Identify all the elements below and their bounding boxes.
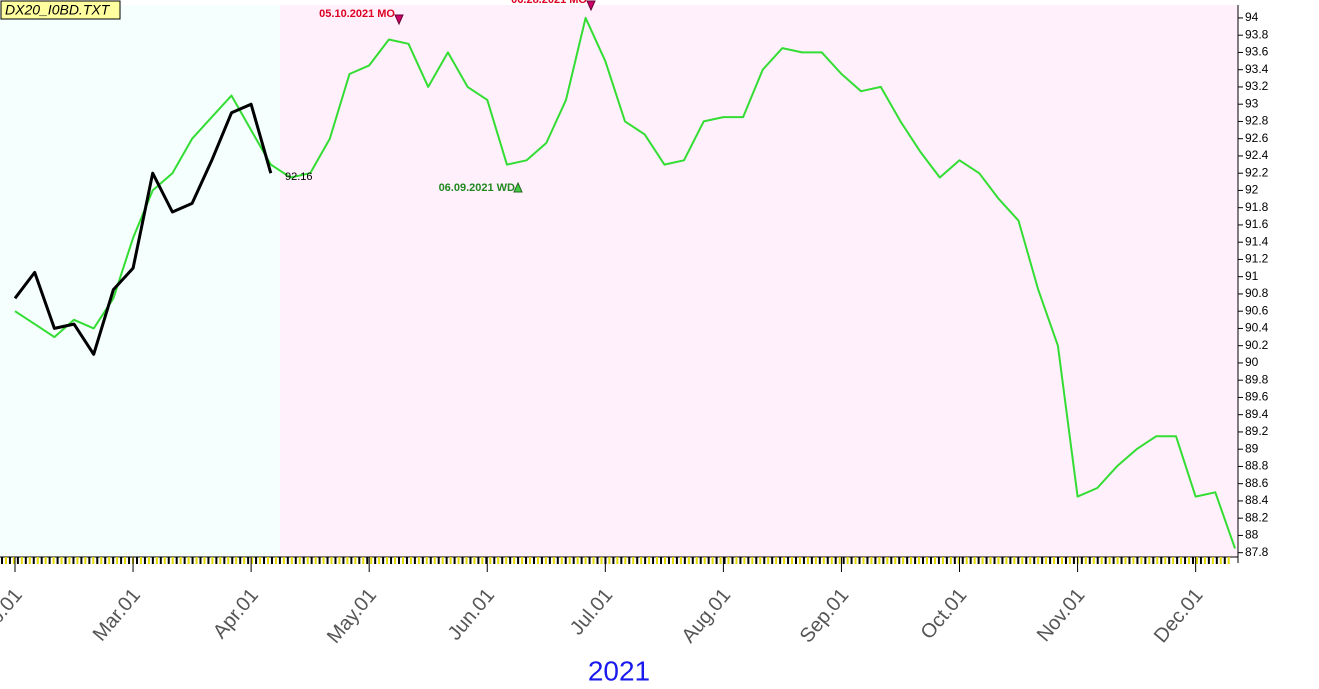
x-tick-label: Dec.01: [1150, 584, 1208, 647]
x-tick-label: Mar.01: [89, 584, 145, 645]
y-tick-label: 93.4: [1245, 62, 1269, 76]
year-label: 2021: [588, 655, 650, 686]
y-tick-label: 91.8: [1245, 200, 1269, 214]
y-tick-label: 93.2: [1245, 79, 1269, 93]
y-tick-label: 87.8: [1245, 545, 1269, 559]
x-tick-label: Apr.01: [209, 584, 263, 642]
annotation-arrow: [513, 181, 523, 193]
annotation-arrow: [394, 14, 404, 26]
y-tick-label: 91: [1245, 269, 1259, 283]
y-tick-label: 93: [1245, 96, 1259, 110]
y-tick-label: 94: [1245, 10, 1259, 24]
annotation: 06.28.2021 MO: [511, 0, 587, 6]
y-tick-label: 89.8: [1245, 372, 1269, 386]
x-tick-label: May.01: [323, 584, 381, 647]
series-line: [14, 16, 1236, 549]
background-zone: [280, 5, 1238, 557]
y-tick-label: 90.8: [1245, 286, 1269, 300]
y-tick-label: 89.2: [1245, 424, 1269, 438]
y-tick-label: 88.8: [1245, 459, 1269, 473]
y-tick-label: 88: [1245, 528, 1259, 542]
title-box: [0, 0, 121, 20]
chart-title: DX20_I0BD.TXT: [5, 2, 111, 18]
annotation: 06.09.2021 WD: [439, 182, 515, 194]
y-tick-label: 89: [1245, 441, 1259, 455]
y-tick-label: 88.4: [1245, 493, 1269, 507]
x-tick-label: Sep.01: [796, 584, 854, 647]
y-tick-label: 92.6: [1245, 131, 1269, 145]
annotation: 05.10.2021 MO: [319, 8, 395, 20]
annotation-arrow: [586, 0, 596, 12]
series-line: [13, 102, 273, 356]
y-tick-label: 90.6: [1245, 303, 1269, 317]
y-tick-label: 92.2: [1245, 165, 1269, 179]
background-zone: [0, 5, 280, 557]
x-tick-label: Jul.01: [566, 584, 617, 639]
y-tick-label: 89.4: [1245, 407, 1269, 421]
y-tick-label: 90.2: [1245, 338, 1269, 352]
y-tick-label: 90: [1245, 355, 1259, 369]
y-tick-label: 91.4: [1245, 234, 1269, 248]
y-tick-label: 91.2: [1245, 252, 1269, 266]
x-tick-label: Feb.01: [0, 584, 27, 646]
y-tick-label: 91.6: [1245, 217, 1269, 231]
y-tick-label: 90.4: [1245, 321, 1269, 335]
x-tick-label: Jun.01: [444, 584, 499, 644]
y-tick-label: 92.8: [1245, 114, 1269, 128]
y-tick-label: 93.8: [1245, 27, 1269, 41]
y-tick-label: 88.2: [1245, 510, 1269, 524]
y-tick-label: 93.6: [1245, 45, 1269, 59]
y-tick-label: 88.6: [1245, 476, 1269, 490]
y-tick-label: 89.6: [1245, 390, 1269, 404]
x-tick-label: Aug.01: [678, 584, 736, 647]
annotation: 92.16: [285, 171, 313, 183]
y-tick-label: 92: [1245, 183, 1259, 197]
x-tick-label: Nov.01: [1033, 584, 1090, 646]
y-tick-label: 92.4: [1245, 148, 1269, 162]
x-tick-label: Oct.01: [917, 584, 972, 643]
